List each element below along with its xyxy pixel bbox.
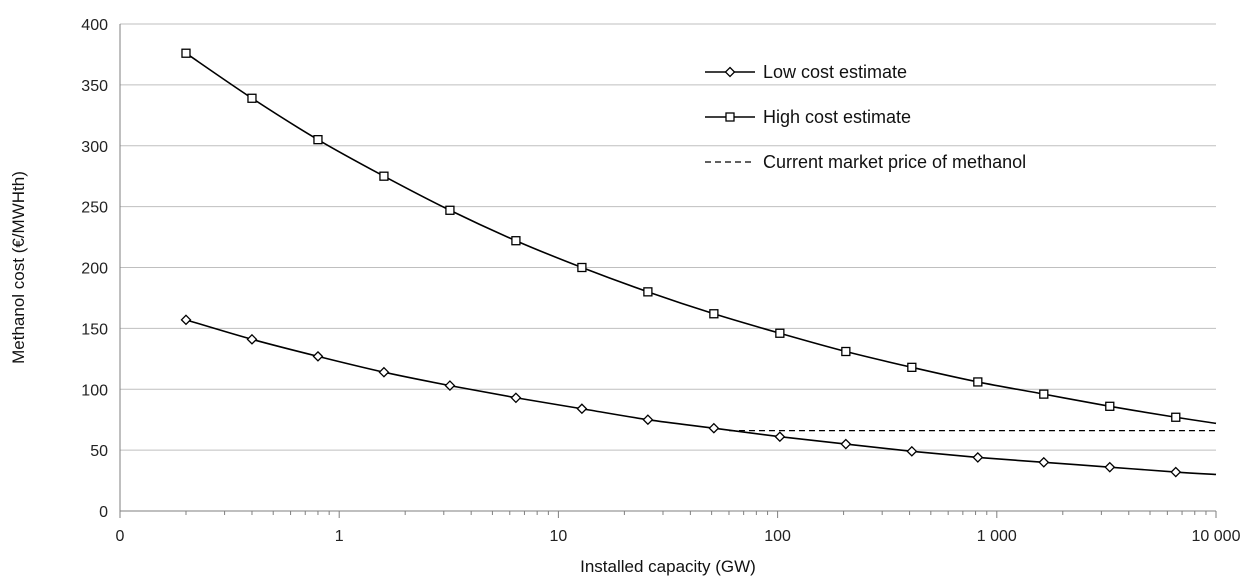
marker-square-8 (709, 309, 719, 319)
series-layer (180, 48, 1217, 478)
axes (119, 24, 1217, 518)
y-tick-label: 150 (81, 321, 108, 338)
series-line (185, 52, 1217, 425)
legend-item-1: High cost estimate (705, 107, 911, 127)
marker-diamond-legend (724, 66, 736, 78)
marker-square-6 (577, 262, 587, 273)
y-tick-label: 350 (81, 78, 108, 95)
marker-square-10 (841, 346, 851, 357)
x-axis-title: Installed capacity (GW) (580, 557, 756, 576)
y-tick-label: 50 (90, 443, 108, 460)
marker-square-0 (181, 48, 191, 58)
marker-square-7 (643, 287, 653, 297)
marker-diamond-11 (906, 445, 918, 457)
marker-square-14 (1105, 401, 1115, 411)
y-tick-label: 100 (81, 382, 108, 399)
marker-diamond-10 (840, 438, 852, 450)
marker-diamond-6 (576, 403, 588, 415)
marker-diamond-15 (1170, 466, 1182, 478)
marker-square-4 (445, 205, 455, 215)
y-tick-label: 300 (81, 139, 108, 156)
y-tick-label: 400 (81, 17, 108, 34)
x-tick-label: 1 000 (977, 528, 1017, 545)
legend-label: Low cost estimate (763, 62, 907, 82)
marker-diamond-7 (642, 414, 654, 426)
marker-square-1 (247, 93, 257, 103)
legend: Low cost estimate High cost estimate Curre… (705, 62, 1026, 172)
y-tick-label: 200 (81, 261, 108, 278)
marker-square-legend (725, 112, 735, 122)
x-tick-label: 100 (764, 528, 791, 545)
legend-label: Current market price of methanol (763, 152, 1026, 172)
x-tick-label: 10 (550, 528, 568, 545)
y-tick-label: 250 (81, 200, 108, 217)
x-tick-label: 1 (335, 528, 344, 545)
x-tick-label: 10 000 (1192, 528, 1241, 545)
marker-diamond-8 (708, 422, 720, 434)
legend-label: High cost estimate (763, 107, 911, 127)
marker-square-3 (379, 171, 389, 181)
y-axis-title: Methanol cost (€/MWHth) (9, 171, 28, 364)
marker-diamond-5 (510, 392, 522, 404)
legend-item-2: Current market price of methanol (705, 152, 1026, 172)
marker-diamond-12 (972, 452, 984, 463)
marker-diamond-0 (180, 314, 192, 326)
y-tick-label: 0 (99, 504, 108, 521)
marker-square-11 (907, 362, 917, 372)
x-tick-label: 0 (116, 528, 125, 545)
marker-diamond-14 (1104, 461, 1116, 473)
marker-diamond-1 (246, 333, 258, 345)
marker-diamond-4 (444, 380, 456, 392)
marker-square-15 (1171, 412, 1181, 422)
marker-square-2 (313, 135, 323, 145)
legend-item-0: Low cost estimate (705, 62, 907, 82)
marker-square-9 (775, 328, 785, 338)
grid-lines (120, 23, 1216, 451)
series-1 (181, 48, 1217, 425)
marker-square-13 (1039, 389, 1049, 399)
series-0 (180, 314, 1217, 478)
tick-labels: 0 50 100 150 200 250 300 350 400 0 1 10 100 1 000 10 0… (81, 17, 1240, 545)
marker-square-5 (511, 236, 521, 246)
marker-diamond-3 (378, 366, 390, 378)
marker-square-12 (973, 377, 983, 387)
marker-diamond-9 (774, 431, 786, 443)
marker-diamond-2 (312, 350, 324, 362)
marker-diamond-13 (1038, 456, 1050, 468)
